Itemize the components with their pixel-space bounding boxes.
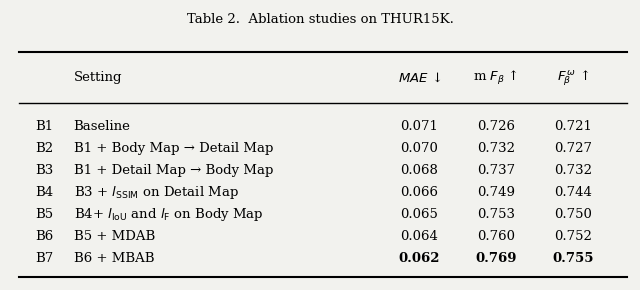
Text: 0.769: 0.769 [476,252,516,265]
Text: 0.753: 0.753 [477,208,515,221]
Text: B2: B2 [35,142,53,155]
Text: m $\it{F}_{\beta}$ ↑: m $\it{F}_{\beta}$ ↑ [474,69,518,87]
Text: 0.760: 0.760 [477,230,515,243]
Text: 0.750: 0.750 [554,208,592,221]
Text: 0.066: 0.066 [400,186,438,199]
Text: 0.732: 0.732 [477,142,515,155]
Text: 0.064: 0.064 [400,230,438,243]
Text: B3: B3 [35,164,54,177]
Text: B4+ $\it{l}_{\mathrm{IoU}}$ and $\it{l}_{\mathrm{F}}$ on Body Map: B4+ $\it{l}_{\mathrm{IoU}}$ and $\it{l}_… [74,206,263,223]
Text: 0.065: 0.065 [400,208,438,221]
Text: B4: B4 [35,186,53,199]
Text: B5: B5 [35,208,53,221]
Text: B1: B1 [35,120,53,133]
Text: B6: B6 [35,230,54,243]
Text: B6 + MBAB: B6 + MBAB [74,252,154,265]
Text: B5 + MDAB: B5 + MDAB [74,230,155,243]
Text: B1 + Body Map → Detail Map: B1 + Body Map → Detail Map [74,142,273,155]
Text: 0.755: 0.755 [552,252,593,265]
Text: B1 + Detail Map → Body Map: B1 + Detail Map → Body Map [74,164,273,177]
Text: 0.070: 0.070 [400,142,438,155]
Text: B7: B7 [35,252,54,265]
Text: Setting: Setting [74,71,122,84]
Text: 0.727: 0.727 [554,142,592,155]
Text: 0.737: 0.737 [477,164,515,177]
Text: 0.744: 0.744 [554,186,592,199]
Text: $\it{F}_{\!\beta}^{\,\omega}$ ↑: $\it{F}_{\!\beta}^{\,\omega}$ ↑ [557,68,589,88]
Text: B3 + $\it{l}_{\mathrm{SSIM}}$ on Detail Map: B3 + $\it{l}_{\mathrm{SSIM}}$ on Detail … [74,184,238,201]
Text: 0.752: 0.752 [554,230,592,243]
Text: Baseline: Baseline [74,120,131,133]
Text: 0.726: 0.726 [477,120,515,133]
Text: 0.068: 0.068 [400,164,438,177]
Text: 0.732: 0.732 [554,164,592,177]
Text: Table 2.  Ablation studies on THUR15K.: Table 2. Ablation studies on THUR15K. [187,13,453,26]
Text: $\it{MAE}$ ↓: $\it{MAE}$ ↓ [397,71,441,84]
Text: 0.062: 0.062 [399,252,440,265]
Text: 0.721: 0.721 [554,120,592,133]
Text: 0.749: 0.749 [477,186,515,199]
Text: 0.071: 0.071 [400,120,438,133]
